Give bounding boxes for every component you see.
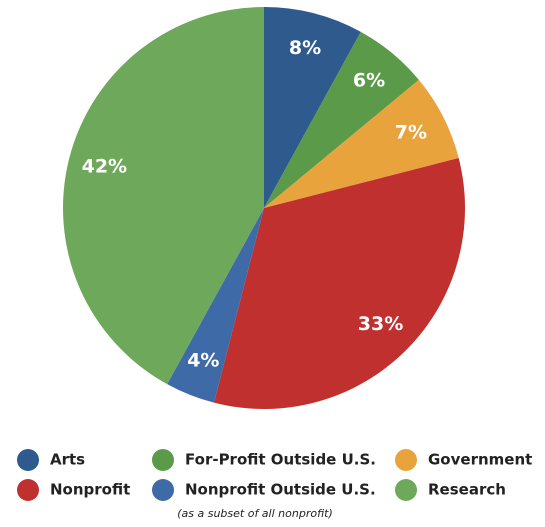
value-label: 42% — [82, 156, 127, 178]
legend-label: Government — [428, 451, 532, 469]
legend-swatch — [152, 449, 174, 471]
legend-note: (as a subset of all nonprofit) — [177, 507, 333, 520]
legend-swatch — [17, 449, 39, 471]
pie-slice — [167, 208, 264, 403]
legend-swatch — [395, 479, 417, 501]
legend-label: Nonprofit Outside U.S. — [185, 481, 376, 499]
legend-swatch — [395, 449, 417, 471]
pie-slice — [264, 31, 419, 208]
legend-label: Arts — [50, 451, 85, 469]
value-label: 33% — [358, 313, 403, 335]
pie-slice — [63, 7, 265, 385]
value-label: 4% — [187, 350, 219, 372]
legend-label: For-Profit Outside U.S. — [185, 451, 376, 469]
pie-slice — [264, 7, 361, 208]
legend-label: Research — [428, 481, 506, 499]
value-label: 8% — [289, 37, 321, 59]
legend-label: Nonprofit — [50, 481, 130, 499]
pie-slice — [214, 158, 465, 409]
value-label: 6% — [353, 70, 385, 92]
legend-swatch — [17, 479, 39, 501]
legend-swatch — [152, 479, 174, 501]
pie-slice — [264, 79, 459, 208]
value-label: 7% — [395, 122, 427, 144]
